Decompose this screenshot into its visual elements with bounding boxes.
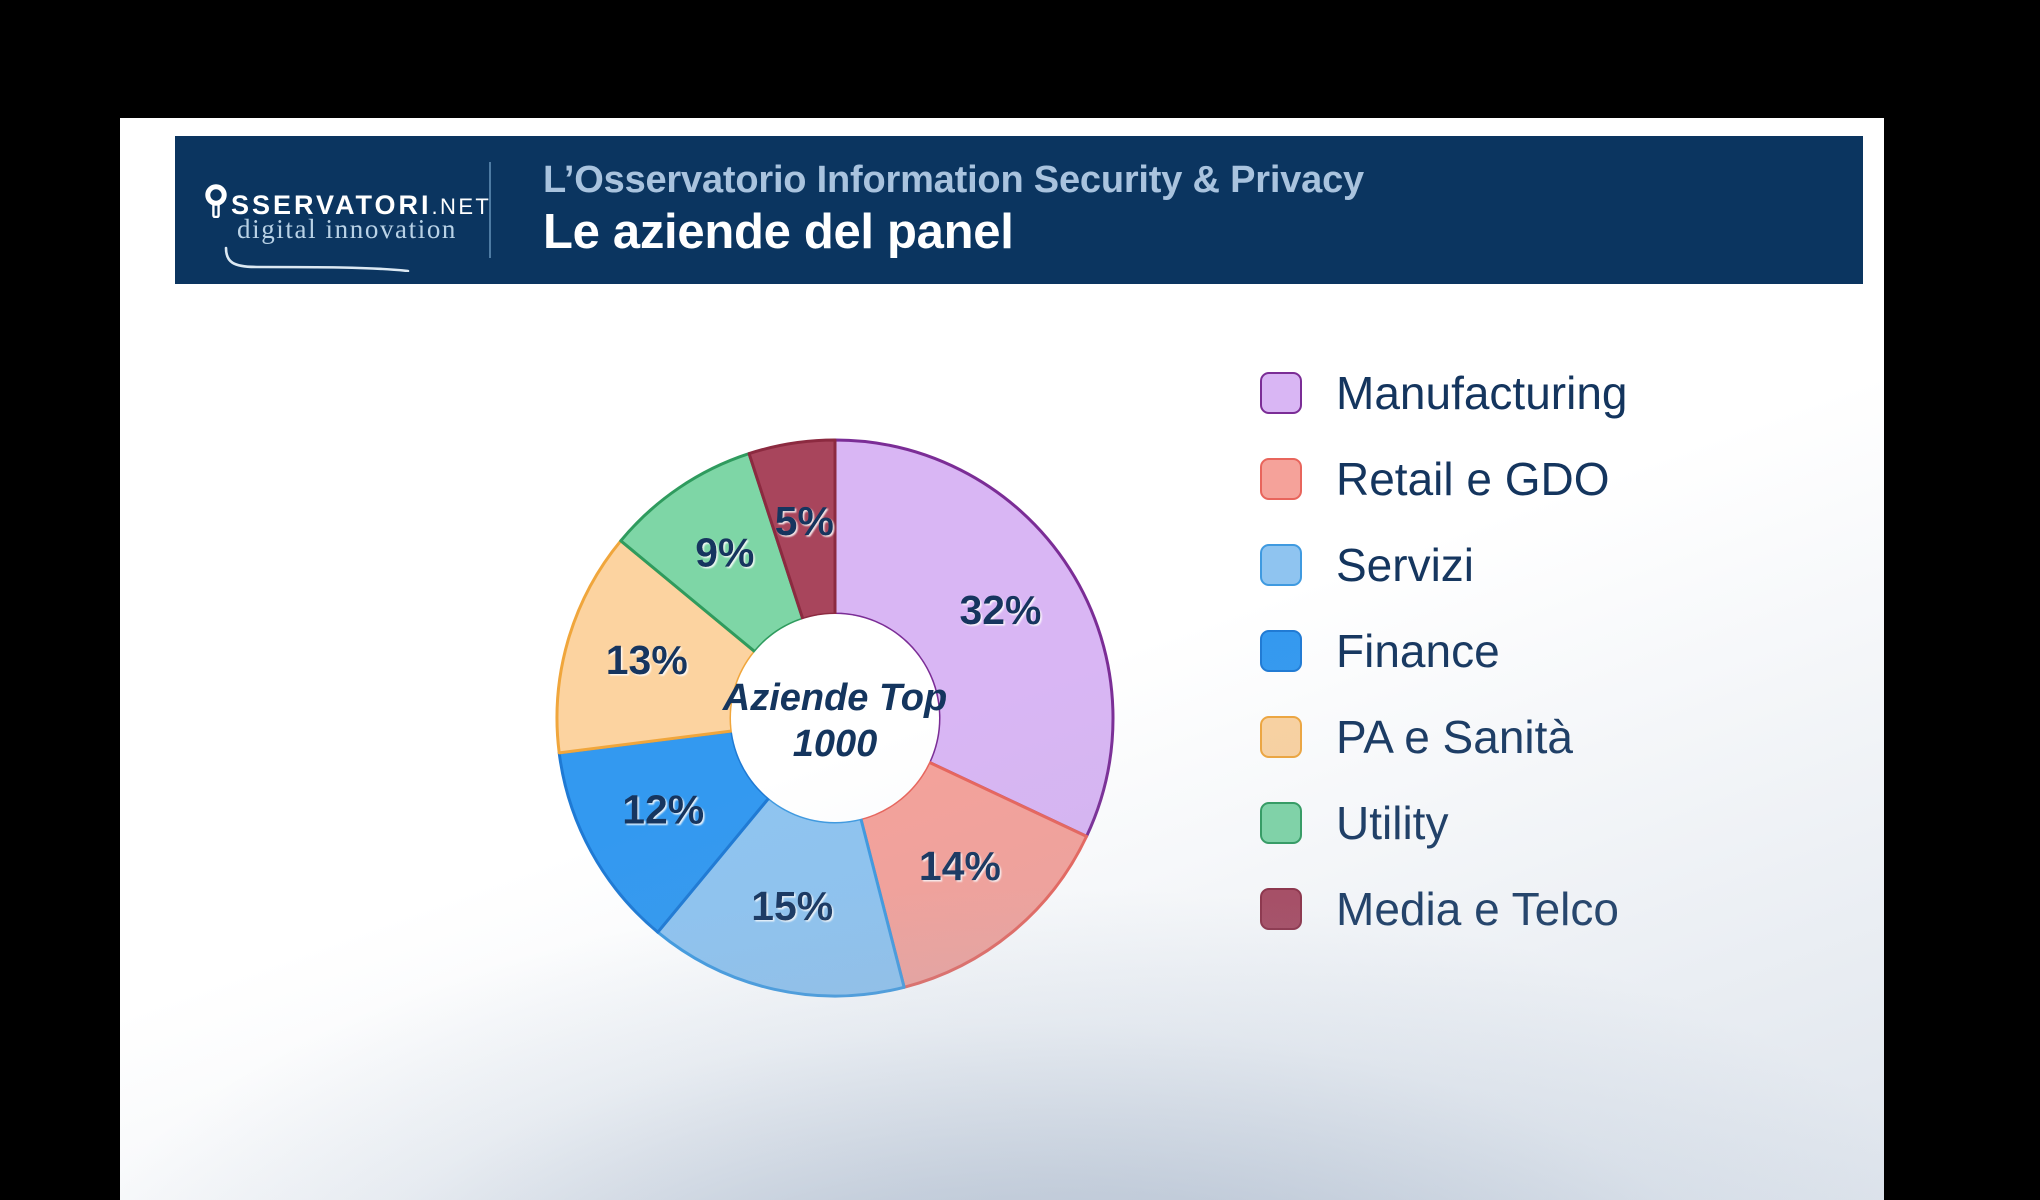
slice-percentage-label: 13%: [606, 637, 688, 683]
legend-color-swatch: [1260, 630, 1302, 672]
logo-tagline: digital innovation: [237, 214, 458, 244]
legend-item[interactable]: Utility: [1260, 780, 1860, 866]
chart-legend: Manufacturing Retail e GDO Servizi Finance P…: [1260, 350, 1860, 952]
legend-item[interactable]: Finance: [1260, 608, 1860, 694]
legend-item[interactable]: Manufacturing: [1260, 350, 1860, 436]
donut-chart: 32% 14% 15% 12% 13% 9% 5% Aziende Top 1000: [455, 338, 1215, 1098]
legend-item-label: Manufacturing: [1336, 367, 1628, 419]
legend-item-label: Retail e GDO: [1336, 453, 1610, 505]
legend-color-swatch: [1260, 716, 1302, 758]
logo-swoosh-icon: [223, 246, 443, 277]
slice-percentage-label: 32%: [959, 587, 1041, 633]
magnifier-icon: [203, 184, 229, 219]
legend-item-label: PA e Sanità: [1336, 711, 1573, 763]
slice-percentage-label: 9%: [695, 530, 754, 576]
legend-item[interactable]: Retail e GDO: [1260, 436, 1860, 522]
legend-item[interactable]: PA e Sanità: [1260, 694, 1860, 780]
legend-item[interactable]: Media e Telco: [1260, 866, 1860, 952]
slice-percentage-label: 15%: [751, 883, 833, 929]
slice-percentage-label: 5%: [775, 498, 834, 544]
legend-color-swatch: [1260, 888, 1302, 930]
legend-color-swatch: [1260, 372, 1302, 414]
legend-item-label: Finance: [1336, 625, 1500, 677]
legend-item-label: Media e Telco: [1336, 883, 1619, 935]
legend-item-label: Utility: [1336, 797, 1449, 849]
slice-percentage-label: 12%: [622, 786, 704, 832]
legend-item-label: Servizi: [1336, 539, 1475, 591]
legend-color-swatch: [1260, 458, 1302, 500]
slide-header-bar: SSERVATORI .NET digital innovation L’Oss…: [175, 136, 1863, 284]
page-title: Le aziende del panel: [543, 204, 1014, 259]
brand-logo: SSERVATORI .NET digital innovation: [175, 136, 489, 284]
donut-center-label-line2: 1000: [793, 723, 878, 765]
legend-item[interactable]: Servizi: [1260, 522, 1860, 608]
legend-color-swatch: [1260, 544, 1302, 586]
header-subtitle: L’Osservatorio Information Security & Pr…: [543, 158, 1364, 201]
slice-percentage-label: 14%: [919, 843, 1001, 889]
header-titles: L’Osservatorio Information Security & Pr…: [491, 158, 1364, 260]
slide-surface: SSERVATORI .NET digital innovation L’Oss…: [120, 118, 1884, 1200]
donut-center-label-line1: Aziende Top: [722, 677, 947, 719]
legend-color-swatch: [1260, 802, 1302, 844]
donut-chart-svg: 32% 14% 15% 12% 13% 9% 5% Aziende Top 1000: [555, 438, 1115, 998]
